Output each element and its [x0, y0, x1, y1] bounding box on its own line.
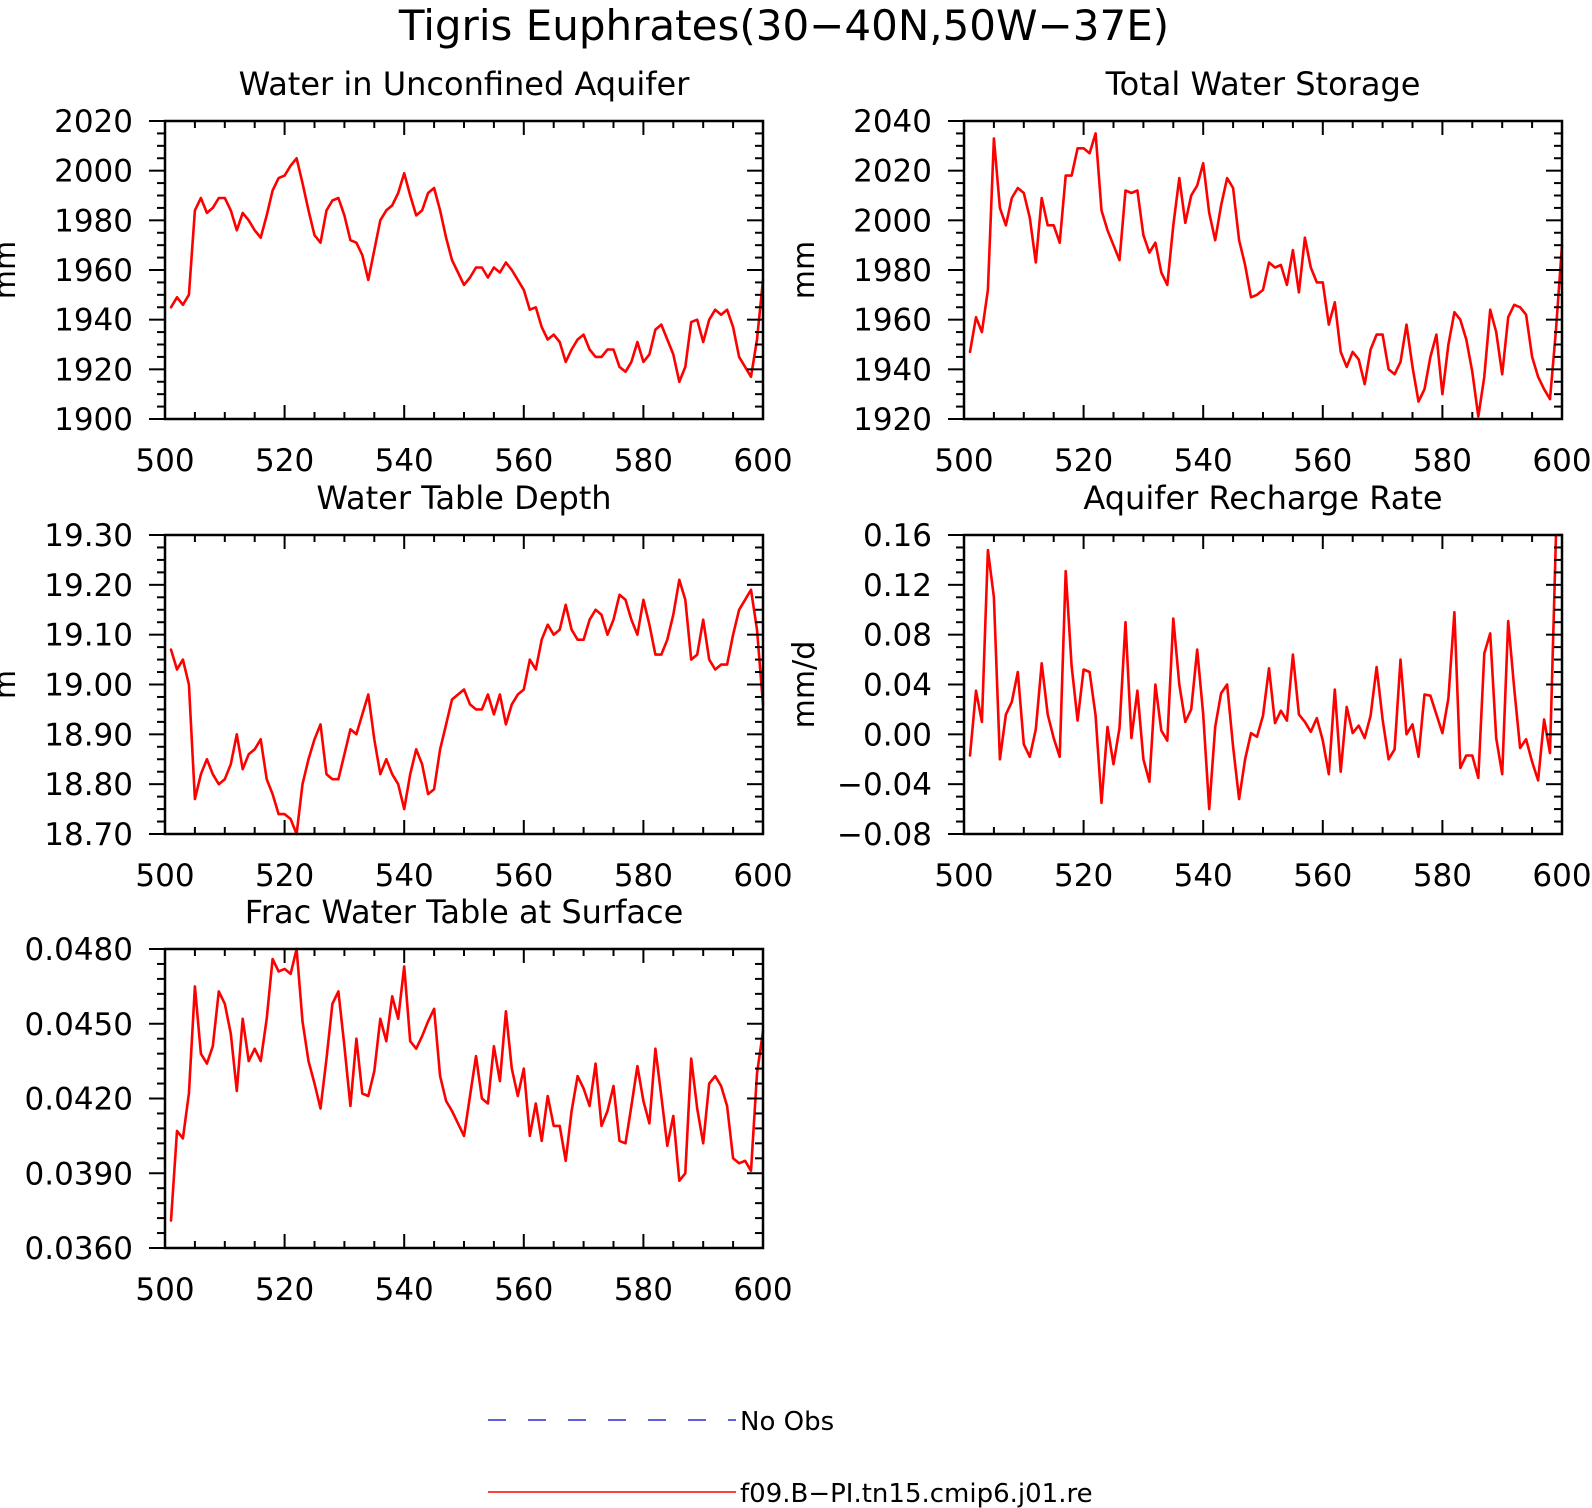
panel-0-xtick-label: 560	[494, 443, 553, 479]
panel-4-ytick-label: 0.0360	[25, 1231, 133, 1267]
panel-3-ytick-label: 0.00	[863, 717, 932, 753]
panel-1-xtick-label: 540	[1174, 443, 1233, 479]
panel-0-xtick-label: 520	[255, 443, 314, 479]
panel-2-ytick-label: 19.20	[44, 568, 133, 604]
panel-0-ytick-label: 1920	[54, 352, 133, 388]
panel-1-ylabel: mm	[787, 241, 822, 299]
panel-2-xtick-label: 520	[255, 858, 314, 894]
panel-3-ytick-label: 0.08	[863, 618, 932, 654]
panel-3-xtick-label: 560	[1293, 858, 1352, 894]
panel-0-axes-frame	[163, 119, 765, 421]
panel-3-ytick-label: 0.04	[863, 668, 932, 704]
figure-title: Tigris Euphrates(30−40N,50W−37E)	[398, 1, 1169, 50]
panel-0-xtick-label: 500	[135, 443, 194, 479]
panel-0-title: Water in Unconfined Aquifer	[239, 65, 691, 103]
panel-0-ylabel: mm	[0, 241, 23, 299]
panel-frac-water-table-at-surface: Frac Water Table at Surface 500 520 540 560 5…	[25, 893, 793, 1308]
panel-3-ytick-label: 0.12	[863, 568, 932, 604]
panel-water-table-depth: Water Table Depth m 500 520 540 560 580 600 18.7…	[0, 479, 793, 894]
panel-0-series-line	[169, 157, 765, 384]
panel-3-xtick-label: 580	[1413, 858, 1472, 894]
legend-label-model-run: f09.B−PI.tn15.cmip6.j01.re	[740, 1479, 1093, 1508]
panel-2-ytick-label: 18.70	[44, 817, 133, 853]
panel-4-ytick-label: 0.0480	[25, 932, 133, 968]
panel-3-xtick-label: 520	[1054, 858, 1113, 894]
panel-3-ytick-label: −0.04	[837, 767, 932, 803]
panel-4-title: Frac Water Table at Surface	[245, 893, 684, 931]
panel-1-ytick-label: 2020	[853, 154, 932, 190]
panel-2-xtick-label: 580	[614, 858, 673, 894]
panel-3-series-line	[968, 533, 1564, 811]
panel-1-series-line	[968, 132, 1564, 418]
panel-2-ytick-label: 19.10	[44, 618, 133, 654]
panel-aquifer-recharge-rate: Aquifer Recharge Rate mm/d 500 520 540 560 580…	[787, 479, 1592, 894]
panel-1-ytick-label: 1940	[853, 352, 932, 388]
legend: No Obs f09.B−PI.tn15.cmip6.j01.re	[488, 1407, 1093, 1508]
panel-3-axes-frame	[962, 533, 1564, 836]
panel-0-xtick-label: 600	[733, 443, 792, 479]
panel-0-ytick-label: 1900	[54, 402, 133, 438]
panel-2-xtick-label: 600	[733, 858, 792, 894]
panel-3-xtick-label: 600	[1532, 858, 1591, 894]
panel-0-ytick-label: 2020	[54, 104, 133, 140]
panel-4-axes-frame	[163, 947, 765, 1250]
panel-0-xtick-label: 580	[614, 443, 673, 479]
panel-0-ytick-label: 1960	[54, 253, 133, 289]
panel-3-title: Aquifer Recharge Rate	[1083, 479, 1442, 517]
panel-1-xtick-label: 560	[1293, 443, 1352, 479]
panel-4-xtick-label: 520	[255, 1272, 314, 1308]
panel-3-ytick-label: −0.08	[837, 817, 932, 853]
panel-0-ytick-label: 1940	[54, 303, 133, 339]
panel-0-ytick-label: 1980	[54, 203, 133, 239]
panel-water-in-unconfined-aquifer: Water in Unconfined Aquifer mm 500 520 540 56…	[0, 65, 793, 479]
panel-2-xtick-label: 560	[494, 858, 553, 894]
panel-2-ytick-label: 18.90	[44, 717, 133, 753]
panel-1-xtick-label: 500	[934, 443, 993, 479]
panel-3-xtick-label: 500	[934, 858, 993, 894]
panel-1-xtick-label: 580	[1413, 443, 1472, 479]
panel-2-ytick-label: 19.00	[44, 668, 133, 704]
panel-1-ytick-label: 1920	[853, 402, 932, 438]
panel-total-water-storage: Total Water Storage mm 500 520 540 560 580 600 1…	[787, 65, 1592, 479]
panel-4-xtick-label: 600	[733, 1272, 792, 1308]
panel-4-xtick-label: 500	[135, 1272, 194, 1308]
panel-4-xtick-label: 560	[494, 1272, 553, 1308]
panel-1-ytick-label: 1980	[853, 253, 932, 289]
panel-1-ytick-label: 2040	[853, 104, 932, 140]
panel-2-xtick-label: 540	[375, 858, 434, 894]
panel-4-ytick-label: 0.0390	[25, 1156, 133, 1192]
panel-4-series-line	[169, 947, 765, 1222]
panel-2-ylabel: m	[0, 670, 23, 699]
panel-3-ylabel: mm/d	[787, 641, 822, 729]
panel-2-series-line	[169, 578, 765, 836]
panel-4-ytick-label: 0.0450	[25, 1007, 133, 1043]
panel-3-xtick-label: 540	[1174, 858, 1233, 894]
panel-3-ytick-label: 0.16	[863, 518, 932, 554]
panel-0-ytick-label: 2000	[54, 154, 133, 190]
panel-1-title: Total Water Storage	[1105, 65, 1421, 103]
panel-2-xtick-label: 500	[135, 858, 194, 894]
panel-2-ytick-label: 18.80	[44, 767, 133, 803]
panel-1-ytick-label: 1960	[853, 303, 932, 339]
legend-label-no-obs: No Obs	[740, 1407, 834, 1437]
panel-1-xtick-label: 520	[1054, 443, 1113, 479]
panel-2-title: Water Table Depth	[316, 479, 611, 517]
panel-4-xtick-label: 540	[375, 1272, 434, 1308]
panel-2-axes-frame	[163, 533, 765, 836]
panel-4-xtick-label: 580	[614, 1272, 673, 1308]
panel-2-ytick-label: 19.30	[44, 518, 133, 554]
panel-1-ytick-label: 2000	[853, 203, 932, 239]
panel-1-xtick-label: 600	[1532, 443, 1591, 479]
panel-0-xtick-label: 540	[375, 443, 434, 479]
panel-4-ytick-label: 0.0420	[25, 1082, 133, 1118]
